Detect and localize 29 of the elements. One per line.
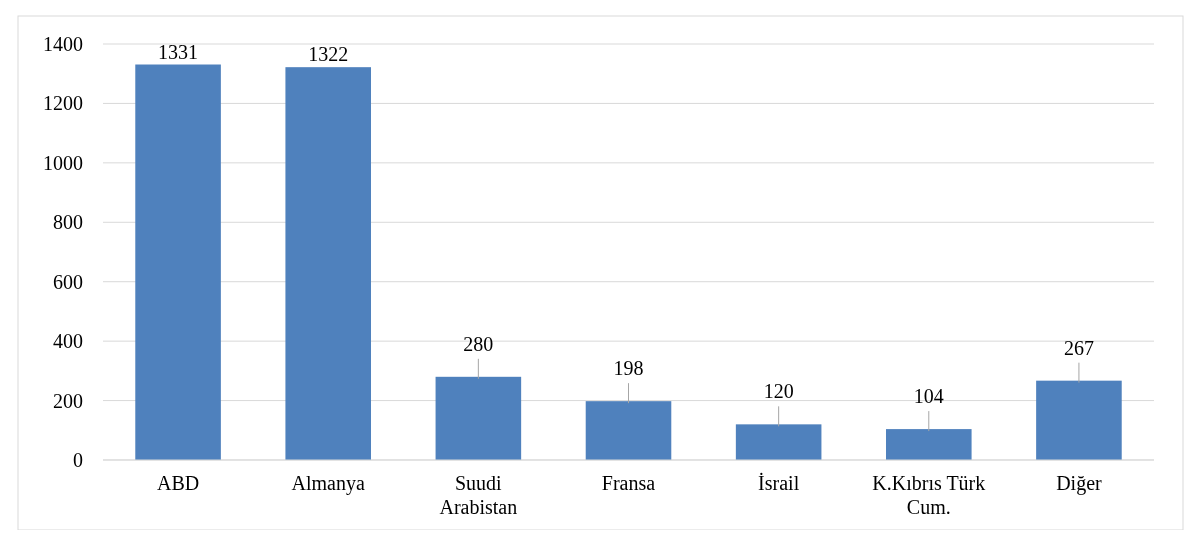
data-label: 104: [913, 385, 944, 408]
y-tick-label: 1200: [43, 92, 83, 115]
data-label: 120: [763, 380, 794, 403]
bar: [735, 424, 822, 460]
y-tick-label: 200: [53, 389, 83, 412]
bar: [585, 401, 672, 460]
y-tick-label: 800: [53, 211, 83, 234]
x-tick-label: Diğer: [1056, 472, 1103, 495]
y-tick-label: 400: [53, 330, 83, 353]
bar: [135, 64, 221, 460]
data-label: 267: [1063, 336, 1094, 359]
x-tick-label: Suudi Arabistan: [439, 472, 518, 518]
data-label: 1331: [158, 40, 199, 63]
bar: [285, 67, 372, 460]
data-label: 198: [613, 357, 644, 380]
bar: [886, 429, 972, 460]
x-tick-label: Fransa: [601, 472, 656, 494]
data-label: 280: [463, 332, 494, 355]
y-tick-label: 1000: [43, 151, 83, 174]
y-tick-label: 600: [53, 270, 83, 293]
x-tick-label: ABD: [156, 472, 200, 494]
x-tick-label: Almanya: [291, 472, 365, 495]
x-tick-label: İsrail: [758, 472, 800, 494]
bar: [1036, 380, 1122, 460]
bar: [435, 376, 522, 460]
x-tick-label: K.Kıbrıs Türk Cum.: [872, 472, 986, 518]
y-tick-label: 1400: [43, 33, 83, 55]
data-label: 1322: [308, 43, 349, 66]
y-tick-label: 0: [73, 449, 83, 471]
